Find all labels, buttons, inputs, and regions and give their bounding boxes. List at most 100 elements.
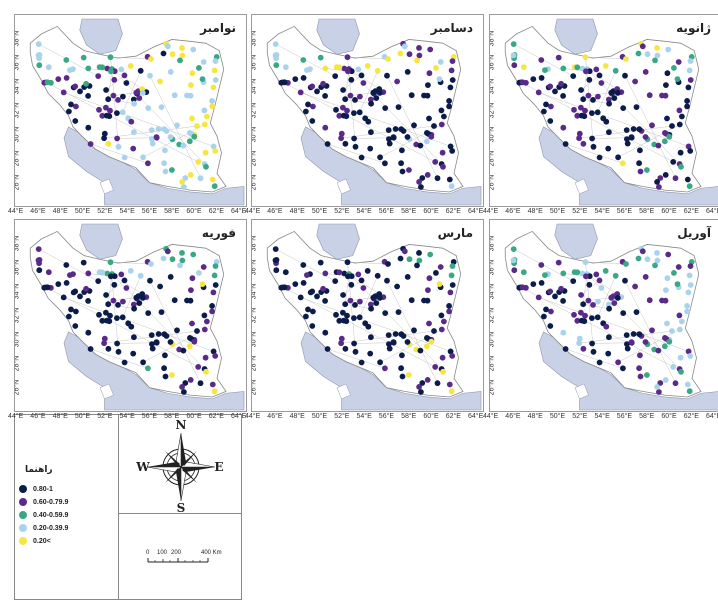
lon-tick-label: 60°E — [186, 208, 202, 215]
station-point — [73, 103, 79, 110]
lat-tick-label: 30°N — [14, 126, 21, 143]
station-point — [580, 140, 587, 147]
station-point — [121, 359, 128, 366]
station-point — [96, 106, 102, 113]
station-point — [428, 338, 435, 345]
lon-tick-label: 64°E — [706, 208, 718, 215]
north-label: N — [176, 418, 187, 432]
station-point — [390, 134, 397, 140]
station-point — [110, 92, 117, 99]
station-point — [560, 270, 567, 277]
station-point — [66, 108, 72, 115]
station-point — [179, 250, 185, 256]
station-point — [63, 280, 70, 286]
station-point — [340, 309, 346, 316]
station-point — [399, 352, 405, 359]
station-point — [72, 288, 79, 295]
station-point — [589, 110, 595, 116]
station-point — [586, 281, 593, 288]
station-point — [131, 129, 137, 136]
station-point — [114, 135, 120, 142]
station-point — [121, 72, 128, 79]
station-point — [111, 76, 118, 83]
station-point — [656, 184, 662, 190]
station-point — [606, 129, 612, 136]
station-point — [167, 69, 174, 75]
station-point — [543, 101, 549, 108]
station-point — [368, 334, 374, 341]
legend-label: 0.20-0.39.9 — [33, 524, 69, 532]
station-point — [145, 310, 152, 316]
station-point — [340, 292, 346, 298]
station-point — [449, 148, 456, 154]
legend-swatch — [19, 485, 27, 493]
station-point — [582, 107, 588, 114]
station-point — [297, 294, 304, 301]
station-point — [118, 66, 125, 73]
station-point — [596, 154, 603, 161]
station-point — [202, 354, 209, 361]
station-point — [630, 331, 637, 337]
station-point — [181, 389, 187, 395]
station-point — [303, 108, 309, 115]
station-point — [358, 154, 365, 161]
station-point — [182, 175, 189, 181]
station-point — [686, 67, 693, 74]
station-point — [162, 352, 168, 359]
lat-tick-label: 38°N — [14, 30, 21, 47]
lat-tick-label: 28°N — [489, 150, 496, 167]
lat-tick-label: 36°N — [14, 54, 21, 71]
station-point — [128, 323, 135, 330]
station-point — [434, 175, 441, 182]
station-point — [419, 175, 426, 181]
station-point — [431, 328, 437, 334]
iran-map — [252, 220, 483, 411]
station-point — [622, 277, 628, 284]
station-point — [212, 148, 219, 154]
station-point — [636, 160, 642, 167]
station-point — [671, 65, 677, 71]
station-point — [103, 292, 109, 298]
station-point — [115, 302, 121, 308]
station-point — [390, 339, 397, 345]
station-point — [114, 110, 120, 116]
station-point — [374, 67, 381, 74]
station-point — [358, 72, 365, 79]
station-point — [406, 167, 412, 173]
station-point — [398, 331, 405, 338]
station-point — [605, 145, 612, 152]
station-point — [358, 277, 365, 284]
station-point — [317, 54, 324, 61]
station-point — [314, 88, 320, 95]
station-point — [101, 130, 108, 137]
station-point — [201, 107, 208, 114]
lon-tick-label: 50°E — [311, 208, 328, 215]
station-point — [72, 83, 79, 90]
station-point — [119, 314, 126, 321]
lon-tick-label: 48°E — [289, 413, 305, 420]
station-point — [203, 368, 209, 375]
lon-tick-label: 58°E — [401, 413, 417, 420]
station-point — [355, 271, 362, 278]
station-point — [596, 359, 603, 366]
station-point — [571, 106, 577, 113]
station-point — [605, 96, 612, 103]
station-point — [197, 380, 204, 387]
station-point — [344, 259, 351, 266]
station-point — [55, 76, 62, 82]
station-point — [408, 297, 415, 304]
station-point — [103, 87, 109, 93]
station-point — [448, 388, 455, 395]
station-point — [624, 345, 631, 352]
lon-tick-label: 48°E — [527, 208, 543, 215]
lat-tick-label: 28°N — [489, 355, 496, 372]
station-point — [623, 56, 629, 62]
station-point — [333, 311, 339, 318]
station-point — [447, 84, 454, 91]
station-point — [123, 80, 130, 86]
panel-title: ژانویه — [676, 21, 711, 35]
station-point — [161, 160, 168, 167]
lon-tick-label: 48°E — [527, 413, 543, 420]
station-point — [36, 62, 43, 69]
station-point — [628, 339, 635, 345]
